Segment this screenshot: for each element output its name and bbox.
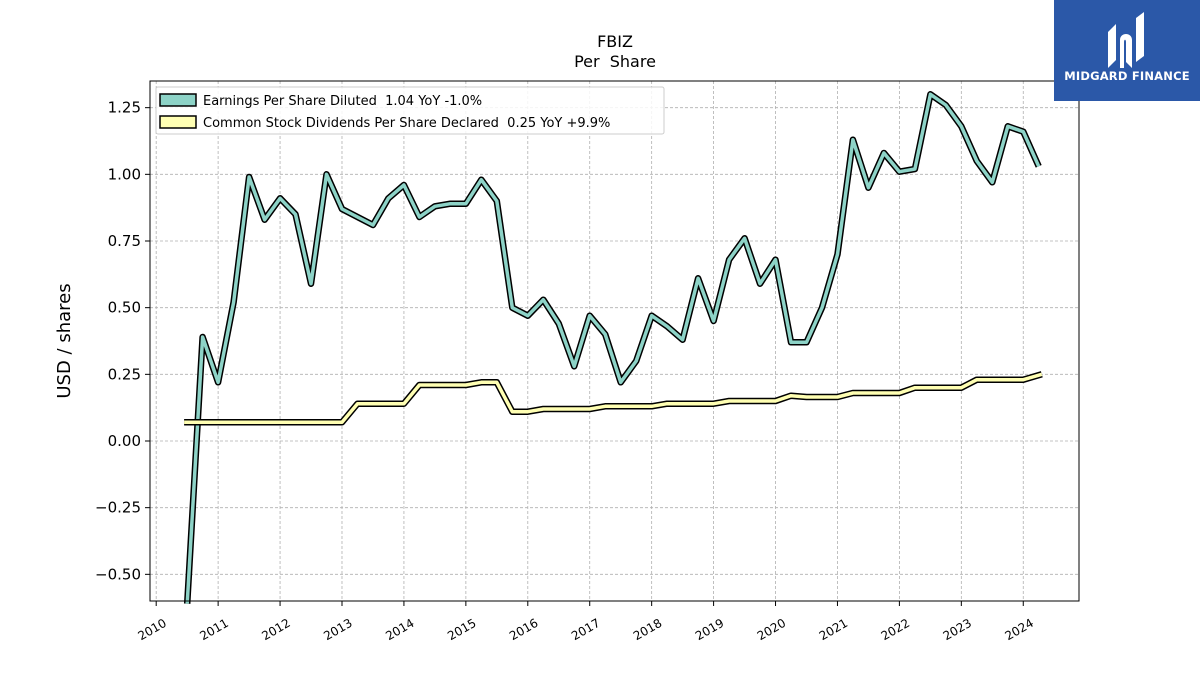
chart-subtitle: Per Share bbox=[574, 52, 656, 71]
legend-swatch-dividends bbox=[159, 115, 197, 129]
chart-title: FBIZ bbox=[597, 32, 633, 51]
series-line-eps bbox=[185, 92, 1041, 604]
y-tick-label: 0.00 bbox=[108, 432, 141, 450]
plot-area bbox=[183, 91, 1043, 604]
y-tick-label: 0.25 bbox=[108, 365, 141, 383]
y-tick-label: 0.75 bbox=[108, 232, 141, 250]
plot-frame bbox=[149, 80, 1080, 602]
brand-logo: MIDGARD FINANCE bbox=[1054, 0, 1200, 101]
y-axis-label: USD / shares bbox=[54, 283, 75, 398]
y-tick-label: −0.25 bbox=[95, 499, 141, 517]
legend-label-eps: Earnings Per Share Diluted 1.04 YoY -1.0… bbox=[203, 94, 482, 109]
legend-box bbox=[155, 86, 665, 135]
legend: Earnings Per Share Diluted 1.04 YoY -1.0… bbox=[155, 86, 665, 135]
y-tick-label: 0.50 bbox=[108, 299, 141, 317]
brand-name: MIDGARD FINANCE bbox=[1064, 69, 1190, 83]
series-line-dividends bbox=[184, 372, 1043, 425]
legend-label-dividends: Common Stock Dividends Per Share Declare… bbox=[203, 116, 610, 131]
legend-swatch-eps bbox=[159, 93, 197, 107]
y-tick-label: 1.25 bbox=[108, 99, 141, 117]
y-tick-label: 1.00 bbox=[108, 165, 141, 183]
y-axis: −0.50 −0.25 0.00 0.25 0.50 0.75 1.00 1.25 bbox=[95, 99, 150, 583]
y-tick-label: −0.50 bbox=[95, 565, 141, 583]
midgard-logo-icon bbox=[1108, 12, 1144, 68]
